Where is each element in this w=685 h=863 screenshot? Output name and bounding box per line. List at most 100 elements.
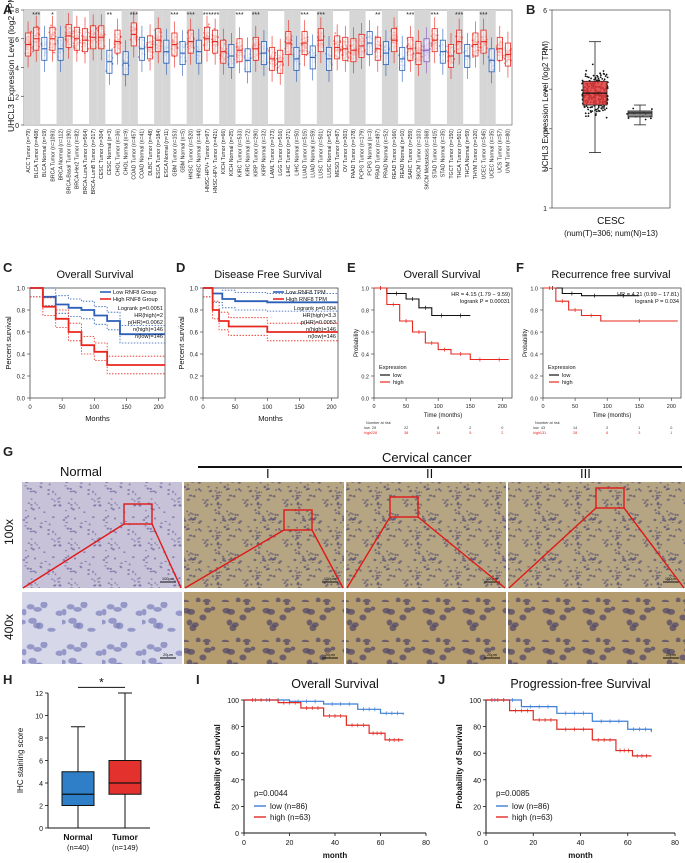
km-ci-upper: [30, 287, 165, 326]
km-title: Recurrence free survival: [551, 269, 670, 281]
km-legend-label: Low RNF8 Group: [113, 290, 157, 296]
a-category-label: CESC Normal (n=3): [107, 129, 113, 176]
km-stat: n(high)=146: [133, 327, 163, 333]
g-micrograph-grade-3-400x: [508, 592, 685, 664]
km-legend-label: low (n=86): [512, 802, 550, 811]
a-category-label: HNSC-HPV- Tumor (n=421): [213, 129, 219, 193]
a-sig-star: ***: [187, 12, 195, 19]
a-category-label: KICH Normal (n=25): [229, 129, 235, 176]
panel-j-km-chart: Progression-free Survival 0 20 40 60 80 100 0 20…: [455, 677, 679, 860]
b-point: [598, 79, 600, 82]
km-ytick-label: 1.0: [17, 287, 26, 293]
km-legend-label: low: [562, 373, 571, 379]
b-point: [600, 107, 603, 110]
b-ytick-label: 6: [543, 8, 547, 15]
km-ytick-label: 1.0: [361, 287, 369, 293]
b-point: [599, 76, 602, 79]
km-stat: p(HR)=0.0053: [301, 320, 336, 326]
b-point: [591, 110, 594, 113]
b-point: [587, 108, 590, 111]
a-category-label: CHOL Normal (n=9): [123, 129, 129, 175]
km-xtick-label: 20: [529, 840, 537, 847]
km-curve-high: [244, 699, 404, 741]
b-point: [649, 117, 652, 120]
b-point: [587, 115, 590, 117]
a-category-label: BRCA-Her2 Tumor (n=82): [75, 129, 81, 189]
km-ytick-label: 0.0: [530, 397, 538, 403]
panel-letter-d: D: [176, 260, 186, 275]
km-risk-low: 2: [469, 426, 471, 430]
g-scale-label: 20μm: [487, 652, 498, 657]
km-ytick-label: 100: [469, 698, 481, 705]
b-point: [598, 110, 601, 112]
km-risk-high: 14: [436, 431, 440, 435]
a-point: [111, 48, 114, 51]
a-category-label: BLCA Tumor (n=408): [34, 129, 40, 178]
b-point: [604, 108, 606, 111]
a-category-label: COAD Tumor (n=457): [132, 129, 138, 180]
b-point: [603, 78, 606, 81]
km-xtick-label: 150: [121, 405, 132, 411]
a-sig-star: ***: [32, 12, 40, 19]
km-ytick-label: 0.0: [17, 397, 26, 403]
km-ytick-label: 0.4: [17, 353, 26, 359]
km-hr: HR = 4.15 (1.79 − 9.59): [451, 292, 510, 298]
km-xtick-label: 0: [28, 405, 32, 411]
a-stripe: [186, 10, 195, 125]
a-category-label: BRCA-Basal Tumor (n=190): [67, 129, 73, 194]
km-ytick-label: 0: [477, 831, 481, 838]
b-point: [603, 107, 605, 109]
b-point: [601, 106, 604, 108]
b-point: [599, 74, 602, 77]
km-xtick-label: 40: [577, 840, 585, 847]
panel-letter-e: E: [347, 260, 356, 275]
b-point: [605, 73, 608, 76]
km-curve-low: [30, 287, 165, 336]
km-xtick-label: 150: [466, 404, 475, 410]
a-point: [147, 59, 150, 62]
km-ylabel: Probability of Survival: [213, 724, 222, 808]
g-micrograph-normal-100x: [22, 482, 182, 588]
a-point: [395, 26, 398, 29]
km-ci-upper: [203, 287, 338, 294]
a-category-label: LGG Tumor (n=516): [278, 129, 284, 176]
panel-letter-a: A: [3, 2, 13, 17]
a-category-label: THYM Tumor (n=120): [473, 129, 479, 180]
km-risk-low: 1: [638, 426, 640, 430]
b-point: [587, 76, 590, 79]
a-category-label: LIHC Normal (n=50): [294, 129, 300, 176]
a-stripe: [64, 10, 73, 125]
a-category-label: PRAD Normal (n=52): [384, 129, 390, 178]
a-sig-star: ***: [211, 12, 219, 19]
km-xtick-label: 20: [286, 840, 294, 847]
km-ytick-label: 100: [227, 698, 239, 705]
km-ytick-label: 80: [473, 725, 481, 732]
a-category-label: READ Tumor (n=166): [392, 129, 398, 179]
a-stripe: [129, 10, 138, 125]
km-legend-label: high: [562, 380, 573, 386]
panel-letter-h: H: [3, 672, 13, 687]
panel-i-km-chart: Overall Survival 0 20 40 60 80 100 0 20 40 60 80 mon…: [213, 677, 430, 860]
g-normal-label: Normal: [60, 464, 102, 479]
km-xlabel: Months: [258, 414, 283, 423]
km-ytick-label: 0.4: [190, 353, 199, 359]
a-category-label: DLBC Tumor (n=48): [148, 129, 154, 176]
km-ytick-label: 20: [231, 804, 239, 811]
b-plot-frame: [551, 9, 671, 209]
km-ytick-label: 0.2: [190, 375, 199, 381]
a-category-label: GBM Normal (n=5): [180, 129, 186, 173]
a-sig-star: ***: [431, 12, 439, 19]
g-zoom-line: [184, 529, 285, 589]
km-pvalue: p=0.0085: [496, 789, 530, 798]
km-xtick-label: 80: [422, 840, 430, 847]
km-ytick-label: 0.6: [530, 331, 538, 337]
km-stat: n(low)=146: [135, 334, 163, 340]
km-xtick-label: 50: [59, 405, 66, 411]
a-category-label: BRCA-LumA Tumor (n=564): [83, 129, 89, 194]
a-category-label: BRCA Normal (n=112): [58, 129, 64, 181]
g-zoom-box: [595, 487, 625, 509]
a-point: [471, 56, 474, 59]
km-risk-low: 2: [606, 426, 608, 430]
g-zoom-line: [311, 529, 344, 589]
b-ytick-label: 3: [543, 127, 547, 134]
